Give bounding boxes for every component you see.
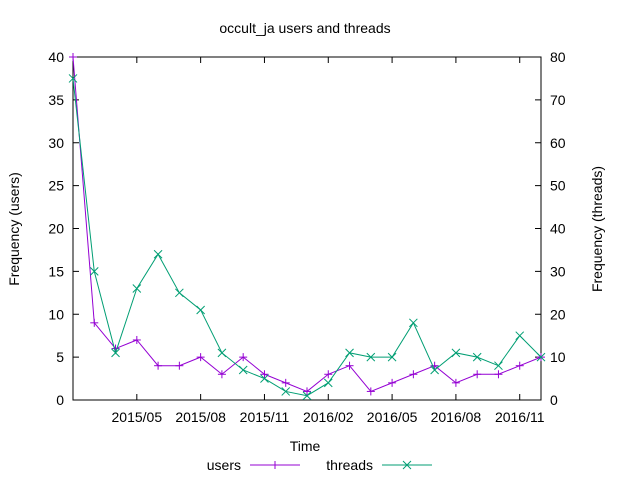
data-point-threads [515, 331, 525, 341]
data-point-threads [217, 348, 227, 358]
data-point-users [69, 53, 77, 61]
x-tick-label: 2015/11 [240, 409, 290, 425]
plot-area [72, 56, 542, 401]
data-point-users [260, 370, 269, 379]
x-axis-label: Time [290, 438, 321, 454]
data-point-threads [260, 374, 269, 383]
data-point-users [303, 387, 311, 396]
data-point-users [239, 353, 248, 362]
data-point-threads [366, 352, 376, 362]
series-threads [68, 74, 546, 401]
y2-tick-label: 50 [550, 178, 566, 194]
y-axis-right: 0 10 20 30 40 50 60 70 80 [535, 49, 566, 408]
data-point-threads [238, 365, 248, 375]
x-tick-label: 2015/05 [112, 409, 163, 425]
legend-label-threads: threads [326, 457, 373, 473]
data-point-threads [302, 391, 312, 401]
y2-tick-label: 10 [550, 349, 566, 365]
y-axis-left: 0 5 10 15 20 25 30 35 40 [48, 49, 79, 408]
data-point-users [281, 378, 290, 387]
y2-tick-label: 20 [550, 306, 566, 322]
data-point-users [515, 361, 524, 370]
data-point-users [473, 370, 482, 379]
data-point-threads [536, 352, 546, 362]
legend-marker-threads [402, 460, 412, 470]
legend-sample-users [250, 461, 300, 469]
data-point-users [324, 370, 333, 379]
y2-tick-label: 30 [550, 263, 566, 279]
data-point-threads [111, 348, 120, 358]
data-point-users [175, 361, 184, 370]
legend: users threads [207, 457, 432, 473]
data-point-threads [472, 352, 482, 362]
data-point-users [409, 370, 418, 379]
data-point-users [132, 335, 141, 344]
data-point-users [345, 361, 354, 370]
data-point-users [366, 387, 375, 396]
data-point-threads [175, 288, 184, 298]
data-point-users [196, 353, 205, 362]
data-point-users [430, 361, 439, 370]
series-layer [68, 53, 546, 401]
series-users [69, 53, 545, 396]
data-point-users [154, 361, 163, 370]
data-point-users [494, 370, 503, 379]
x-tick-label: 2016/08 [431, 409, 482, 425]
chart-title: occult_ja users and threads [219, 20, 390, 36]
data-point-threads [323, 378, 333, 388]
legend-sample-threads [382, 460, 432, 470]
y-tick-label: 25 [48, 178, 64, 194]
y2-tick-label: 60 [550, 135, 566, 151]
y-tick-label: 10 [48, 306, 64, 322]
y-tick-label: 30 [48, 135, 64, 151]
data-point-threads [89, 267, 99, 276]
y-tick-label: 5 [56, 349, 64, 365]
legend-label-users: users [207, 457, 241, 473]
y-axis-right-label: Frequency (threads) [589, 166, 605, 292]
x-tick-label: 2016/05 [367, 409, 418, 425]
y2-tick-label: 0 [550, 392, 558, 408]
data-point-threads [196, 305, 205, 315]
data-point-users [451, 378, 460, 387]
y2-tick-label: 70 [550, 92, 566, 108]
data-point-threads [132, 284, 142, 293]
data-point-threads [345, 348, 354, 358]
data-point-threads [281, 387, 291, 396]
data-point-threads [494, 361, 503, 371]
data-point-users [90, 318, 99, 327]
plot-frame [72, 56, 542, 401]
x-tick-label: 2016/02 [303, 409, 354, 425]
data-point-threads [430, 365, 439, 375]
series-line-users [72, 56, 542, 393]
y-tick-label: 0 [56, 392, 64, 408]
data-point-users [388, 378, 397, 387]
y-tick-label: 20 [48, 221, 64, 237]
data-point-threads [409, 318, 418, 328]
x-tick-label: 2015/08 [175, 409, 226, 425]
data-point-threads [387, 352, 397, 362]
y2-tick-label: 80 [550, 49, 566, 65]
data-point-users [217, 370, 226, 379]
data-point-threads [451, 348, 461, 358]
legend-marker-users [271, 461, 279, 469]
data-point-threads [153, 249, 163, 259]
y-axis-left-label: Frequency (users) [6, 172, 22, 286]
y-tick-label: 35 [48, 92, 64, 108]
y-tick-label: 15 [48, 263, 64, 279]
y-tick-label: 40 [48, 49, 64, 65]
x-tick-label: 2016/11 [495, 409, 545, 425]
x-axis: 2015/05 2015/08 2015/11 2016/02 2016/05 2016/… [112, 57, 545, 425]
y2-tick-label: 40 [550, 221, 566, 237]
data-point-threads [68, 74, 78, 83]
